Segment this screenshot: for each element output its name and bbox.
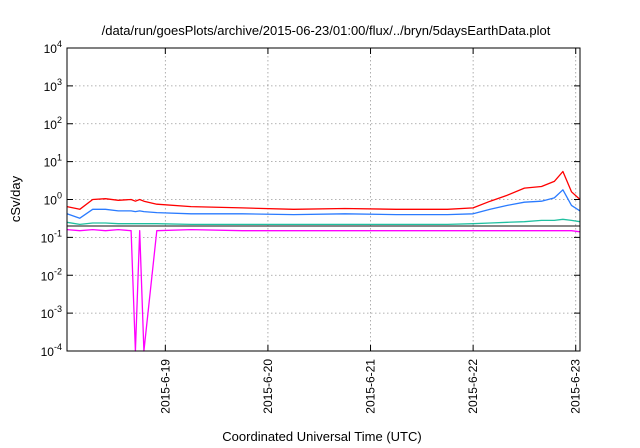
x-tick-label: 2015-6-19 [158,359,172,414]
y-tick-label: 10-2 [41,266,62,283]
x-tick-labels: 2015-6-19 2015-6-20 2015-6-21 2015-6-22 2015… [158,359,582,414]
series-line-3 [66,218,581,226]
axis-ticks [67,47,580,352]
y-tick-label: 10-3 [41,304,62,321]
series-line-1 [66,170,581,210]
series-group [66,170,581,352]
y-axis-label: cSv/day [8,175,23,222]
y-tick-label: 100 [44,191,62,208]
y-tick-label: 103 [44,77,62,94]
x-tick-label: 2015-6-20 [261,359,275,414]
y-tick-label: 102 [44,115,62,132]
series-line-5 [66,228,581,352]
series-line-2 [66,189,581,219]
y-tick-label: 10-1 [41,228,62,245]
chart-title: /data/run/goesPlots/archive/2015-06-23/0… [102,23,551,38]
x-tick-label: 2015-6-23 [569,359,583,414]
x-tick-label: 2015-6-22 [466,359,480,414]
y-tick-label: 104 [44,39,62,56]
y-tick-labels: 10-4 10-3 10-2 10-1 100 101 102 103 104 [41,39,62,359]
x-tick-label: 2015-6-21 [364,359,378,414]
y-tick-label: 101 [44,153,62,170]
grid [67,48,580,351]
x-axis-label: Coordinated Universal Time (UTC) [222,429,421,444]
y-tick-label: 10-4 [41,342,62,359]
